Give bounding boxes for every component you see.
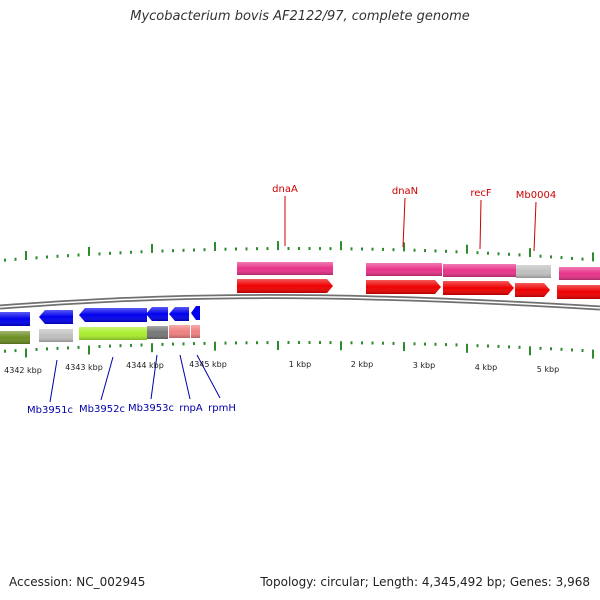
forward-gene-track <box>237 279 600 299</box>
label-dnaN[interactable]: dnaN <box>392 186 418 197</box>
scale-label-4345kbp: 4345 kbp <box>189 360 227 369</box>
scale-label-2kbp: 2 kbp <box>351 360 373 369</box>
upper-tick-row <box>4 241 594 262</box>
label-Mb0004[interactable]: Mb0004 <box>516 190 556 201</box>
scale-label-3kbp: 3 kbp <box>413 361 435 370</box>
forward-feature-track <box>237 262 600 280</box>
scale-label-4342kbp: 4342 kbp <box>4 366 42 375</box>
lower-tick-row <box>4 341 594 359</box>
label-rnpA[interactable]: rnpA <box>179 403 203 414</box>
accession-text: Accession: NC_002945 <box>9 575 146 589</box>
genome-summary-text: Topology: circular; Length: 4,345,492 bp… <box>260 575 590 589</box>
scale-label-4kbp: 4 kbp <box>475 363 497 372</box>
label-Mb3952c[interactable]: Mb3952c <box>79 404 125 415</box>
reverse-gene-track <box>0 306 200 326</box>
forward-labels: dnaA dnaN recF Mb0004 <box>272 184 556 252</box>
label-rpmH[interactable]: rpmH <box>208 403 236 414</box>
label-Mb3951c[interactable]: Mb3951c <box>27 405 73 416</box>
genome-title: Mycobacterium bovis AF2122/97, complete … <box>130 9 470 24</box>
scale-label-4344kbp: 4344 kbp <box>126 361 164 370</box>
scale-label-5kbp: 5 kbp <box>537 365 559 374</box>
scale-label-1kbp: 1 kbp <box>289 360 311 369</box>
label-dnaA[interactable]: dnaA <box>272 184 298 195</box>
gene-arrow-rpmH[interactable] <box>191 306 200 320</box>
label-recF[interactable]: recF <box>470 188 492 199</box>
reverse-labels: Mb3951c Mb3952c Mb3953c rnpA rpmH <box>27 354 236 416</box>
scale-label-4343kbp: 4343 kbp <box>65 363 103 372</box>
label-Mb3953c[interactable]: Mb3953c <box>128 403 174 414</box>
genome-backbone <box>0 294 600 311</box>
reverse-feature-track <box>0 325 200 344</box>
scale-labels: 4342 kbp 4343 kbp 4344 kbp 4345 kbp 1 kb… <box>4 360 559 375</box>
